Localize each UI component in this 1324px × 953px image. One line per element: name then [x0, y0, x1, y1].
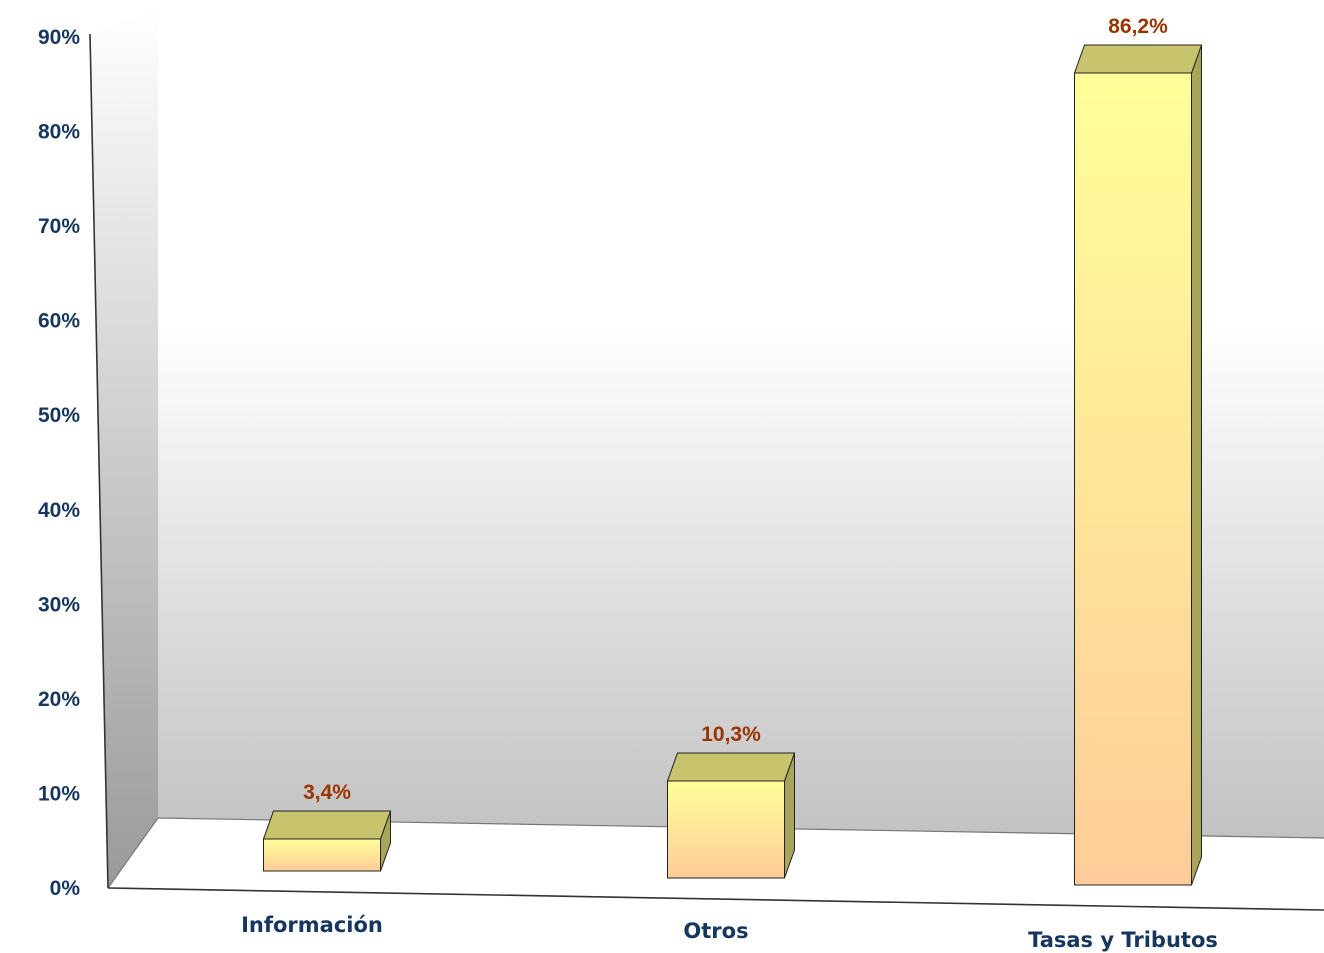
y-tick-label: 0%: [50, 877, 81, 900]
y-tick-label: 70%: [38, 215, 80, 238]
data-label: 10,3%: [701, 723, 761, 746]
floor-side-edge: [107, 817, 159, 889]
bar-front-face: [1074, 72, 1192, 886]
y-tick-label: 90%: [38, 26, 80, 49]
y-tick-label: 30%: [38, 593, 80, 616]
bar-front-face: [263, 838, 381, 872]
y-axis-line: [89, 33, 109, 889]
y-tick-label: 20%: [38, 688, 80, 711]
y-tick-label: 10%: [38, 782, 80, 805]
bars: 3,4% 10,3% 86,2%: [262, 15, 1203, 886]
bar-top-cap: [666, 752, 796, 782]
bar-2: [1073, 44, 1203, 886]
x-axis-line: [107, 887, 1324, 911]
y-axis-ticks: 0% 10% 20% 30% 40% 50% 60% 70% 80% 90%: [38, 26, 80, 900]
x-tick-label: Información: [241, 913, 383, 937]
y-tick-label: 60%: [38, 310, 80, 333]
data-label: 86,2%: [1108, 15, 1168, 38]
chart-back-wall: [158, 8, 1324, 838]
x-tick-label: Tasas y Tributos: [1028, 928, 1218, 952]
y-tick-label: 50%: [38, 404, 80, 427]
bar-0: [262, 810, 392, 872]
data-label: 3,4%: [303, 781, 351, 804]
x-axis-labels: Información Otros Tasas y Tributos: [241, 913, 1218, 952]
bar-top-cap: [1073, 44, 1203, 74]
chart-side-wall: [90, 8, 158, 888]
bar-front-face: [667, 780, 785, 879]
y-tick-label: 80%: [38, 121, 80, 144]
bar-1: [666, 752, 796, 879]
bar-top-cap: [262, 810, 392, 840]
x-tick-label: Otros: [683, 919, 748, 943]
y-tick-label: 40%: [38, 499, 80, 522]
bar-side-face: [1191, 44, 1202, 886]
